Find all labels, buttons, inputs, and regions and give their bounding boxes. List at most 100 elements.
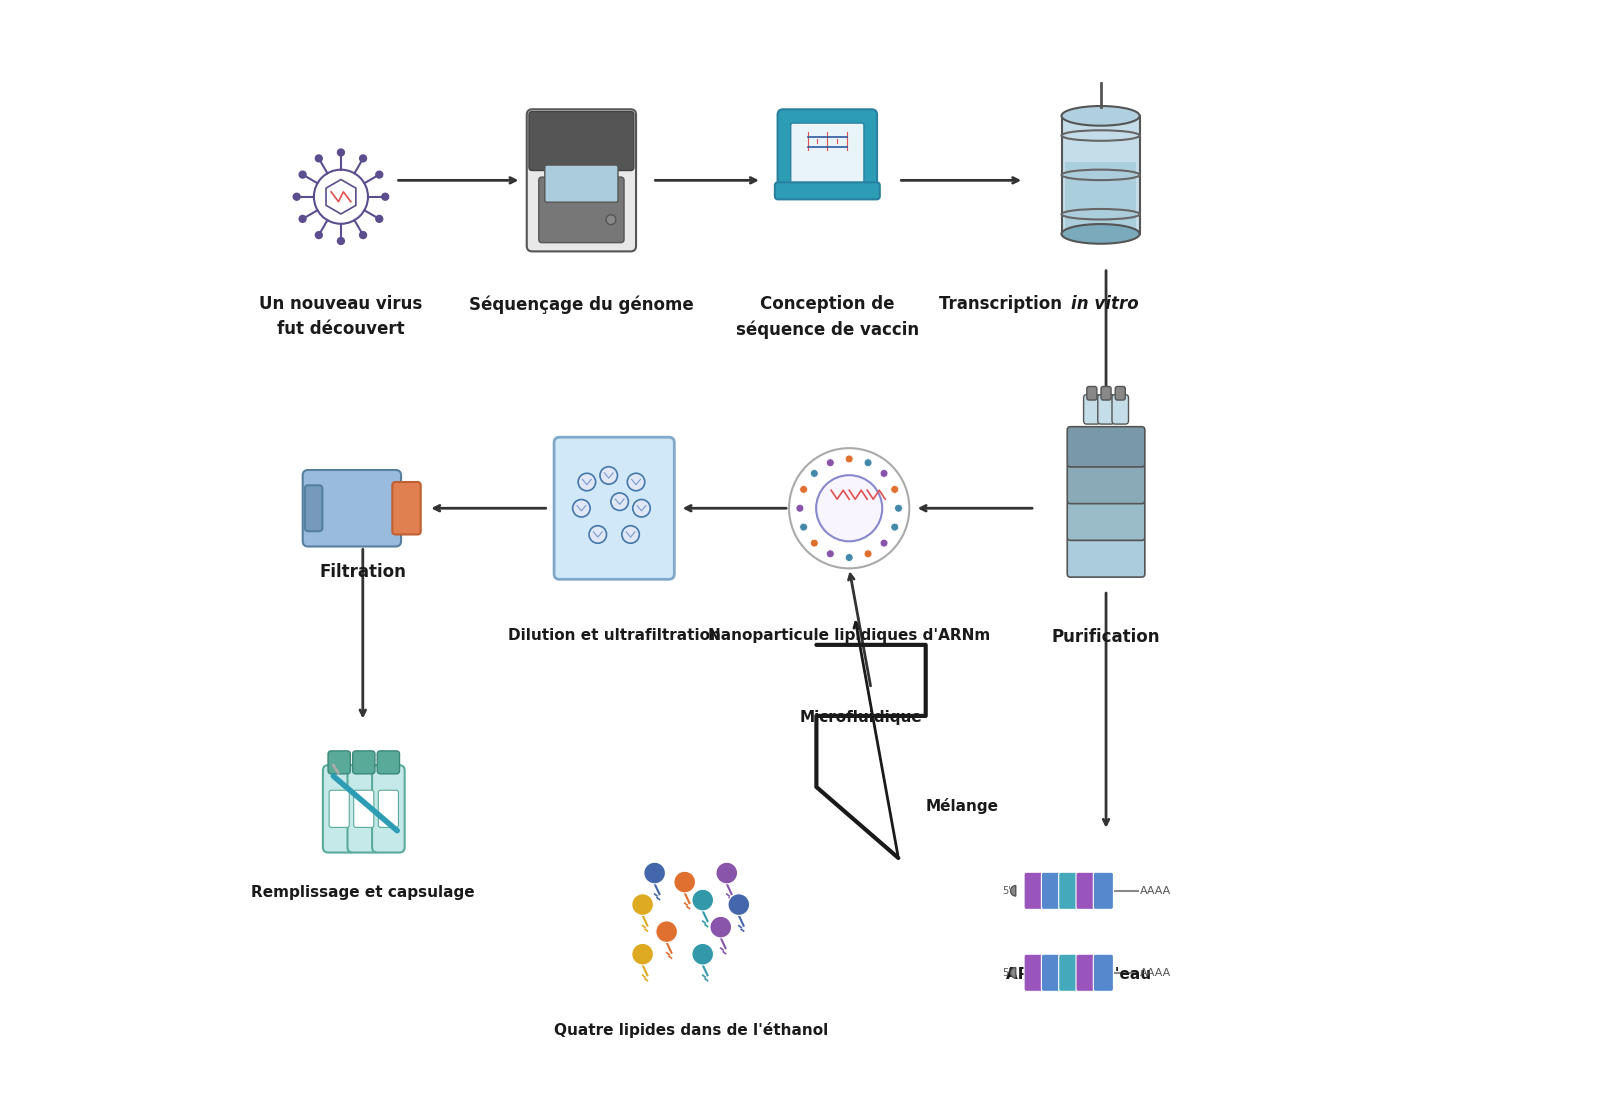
FancyBboxPatch shape xyxy=(544,165,618,202)
Circle shape xyxy=(293,193,301,200)
FancyBboxPatch shape xyxy=(373,765,405,853)
Circle shape xyxy=(315,232,322,238)
Text: Filtration: Filtration xyxy=(320,563,406,580)
Text: Un nouveau virus
fut découvert: Un nouveau virus fut découvert xyxy=(259,295,422,338)
Text: Purification: Purification xyxy=(1051,628,1160,646)
Circle shape xyxy=(789,448,909,568)
Circle shape xyxy=(880,470,888,478)
Circle shape xyxy=(864,550,872,557)
Circle shape xyxy=(691,890,714,910)
Text: Microfluidique: Microfluidique xyxy=(800,710,923,726)
Circle shape xyxy=(728,894,750,916)
Circle shape xyxy=(299,215,306,222)
FancyBboxPatch shape xyxy=(1059,954,1078,991)
Circle shape xyxy=(299,172,306,178)
FancyBboxPatch shape xyxy=(530,111,634,171)
Ellipse shape xyxy=(1061,224,1139,244)
Circle shape xyxy=(656,920,677,942)
Circle shape xyxy=(674,871,696,893)
Circle shape xyxy=(632,943,653,965)
Text: Conception de
séquence de vaccin: Conception de séquence de vaccin xyxy=(736,295,918,339)
Circle shape xyxy=(715,862,738,884)
Circle shape xyxy=(360,232,366,238)
FancyBboxPatch shape xyxy=(1077,872,1096,909)
Circle shape xyxy=(632,500,650,517)
FancyBboxPatch shape xyxy=(526,109,637,251)
Text: Dilution et ultrafiltration: Dilution et ultrafiltration xyxy=(507,628,720,644)
Circle shape xyxy=(376,215,382,222)
Circle shape xyxy=(795,504,803,513)
FancyBboxPatch shape xyxy=(392,482,421,534)
FancyBboxPatch shape xyxy=(539,177,624,243)
Circle shape xyxy=(627,473,645,491)
Circle shape xyxy=(827,459,834,467)
Text: in vitro: in vitro xyxy=(1070,295,1139,313)
Circle shape xyxy=(894,504,902,513)
Text: Séquençage du génome: Séquençage du génome xyxy=(469,295,694,314)
FancyBboxPatch shape xyxy=(1042,954,1061,991)
Circle shape xyxy=(589,526,606,543)
Polygon shape xyxy=(326,179,355,214)
FancyBboxPatch shape xyxy=(1067,501,1146,540)
FancyBboxPatch shape xyxy=(778,109,877,195)
FancyBboxPatch shape xyxy=(378,751,400,774)
Text: 5': 5' xyxy=(1003,885,1011,896)
Circle shape xyxy=(864,459,872,467)
FancyBboxPatch shape xyxy=(790,124,864,185)
FancyBboxPatch shape xyxy=(1067,463,1146,504)
FancyBboxPatch shape xyxy=(1083,395,1101,424)
FancyBboxPatch shape xyxy=(1067,426,1146,467)
Circle shape xyxy=(827,550,834,557)
Text: 5': 5' xyxy=(1003,967,1011,978)
FancyBboxPatch shape xyxy=(1024,954,1045,991)
Text: Nanoparticule lipidiques d'ARNm: Nanoparticule lipidiques d'ARNm xyxy=(709,628,990,644)
Circle shape xyxy=(338,149,344,156)
Wedge shape xyxy=(1011,967,1016,978)
Circle shape xyxy=(691,943,714,965)
Text: AAAA: AAAA xyxy=(1141,885,1171,896)
Text: AAAA: AAAA xyxy=(1141,967,1171,978)
Circle shape xyxy=(611,493,629,510)
Text: Remplissage et capsulage: Remplissage et capsulage xyxy=(251,885,475,901)
Text: ARNm dans l'eau: ARNm dans l'eau xyxy=(1006,967,1152,983)
Circle shape xyxy=(622,526,640,543)
Circle shape xyxy=(880,539,888,546)
Circle shape xyxy=(643,862,666,884)
FancyBboxPatch shape xyxy=(330,790,349,827)
FancyBboxPatch shape xyxy=(302,470,402,546)
FancyBboxPatch shape xyxy=(352,751,374,774)
FancyBboxPatch shape xyxy=(378,790,398,827)
FancyBboxPatch shape xyxy=(774,183,880,199)
FancyBboxPatch shape xyxy=(1093,872,1114,909)
FancyBboxPatch shape xyxy=(1077,954,1096,991)
FancyBboxPatch shape xyxy=(354,790,374,827)
FancyBboxPatch shape xyxy=(1098,395,1114,424)
Circle shape xyxy=(845,554,853,562)
FancyBboxPatch shape xyxy=(1093,954,1114,991)
Circle shape xyxy=(845,455,853,462)
FancyBboxPatch shape xyxy=(347,765,381,853)
Circle shape xyxy=(710,916,731,938)
Circle shape xyxy=(891,485,899,493)
FancyBboxPatch shape xyxy=(554,437,674,579)
Circle shape xyxy=(314,169,368,224)
Circle shape xyxy=(315,155,322,162)
Circle shape xyxy=(816,475,882,541)
Circle shape xyxy=(811,470,818,478)
FancyBboxPatch shape xyxy=(1115,387,1125,400)
Circle shape xyxy=(606,215,616,225)
FancyBboxPatch shape xyxy=(306,485,322,531)
FancyBboxPatch shape xyxy=(1101,387,1110,400)
Circle shape xyxy=(578,473,595,491)
FancyBboxPatch shape xyxy=(1086,387,1098,400)
FancyBboxPatch shape xyxy=(323,765,355,853)
FancyBboxPatch shape xyxy=(328,751,350,774)
Polygon shape xyxy=(1066,162,1136,234)
Polygon shape xyxy=(1061,116,1139,234)
Text: Quatre lipides dans de l'éthanol: Quatre lipides dans de l'éthanol xyxy=(554,1022,827,1038)
Circle shape xyxy=(800,485,808,493)
Circle shape xyxy=(632,894,653,916)
FancyBboxPatch shape xyxy=(1112,395,1128,424)
Text: Transcription: Transcription xyxy=(939,295,1067,313)
Circle shape xyxy=(376,172,382,178)
